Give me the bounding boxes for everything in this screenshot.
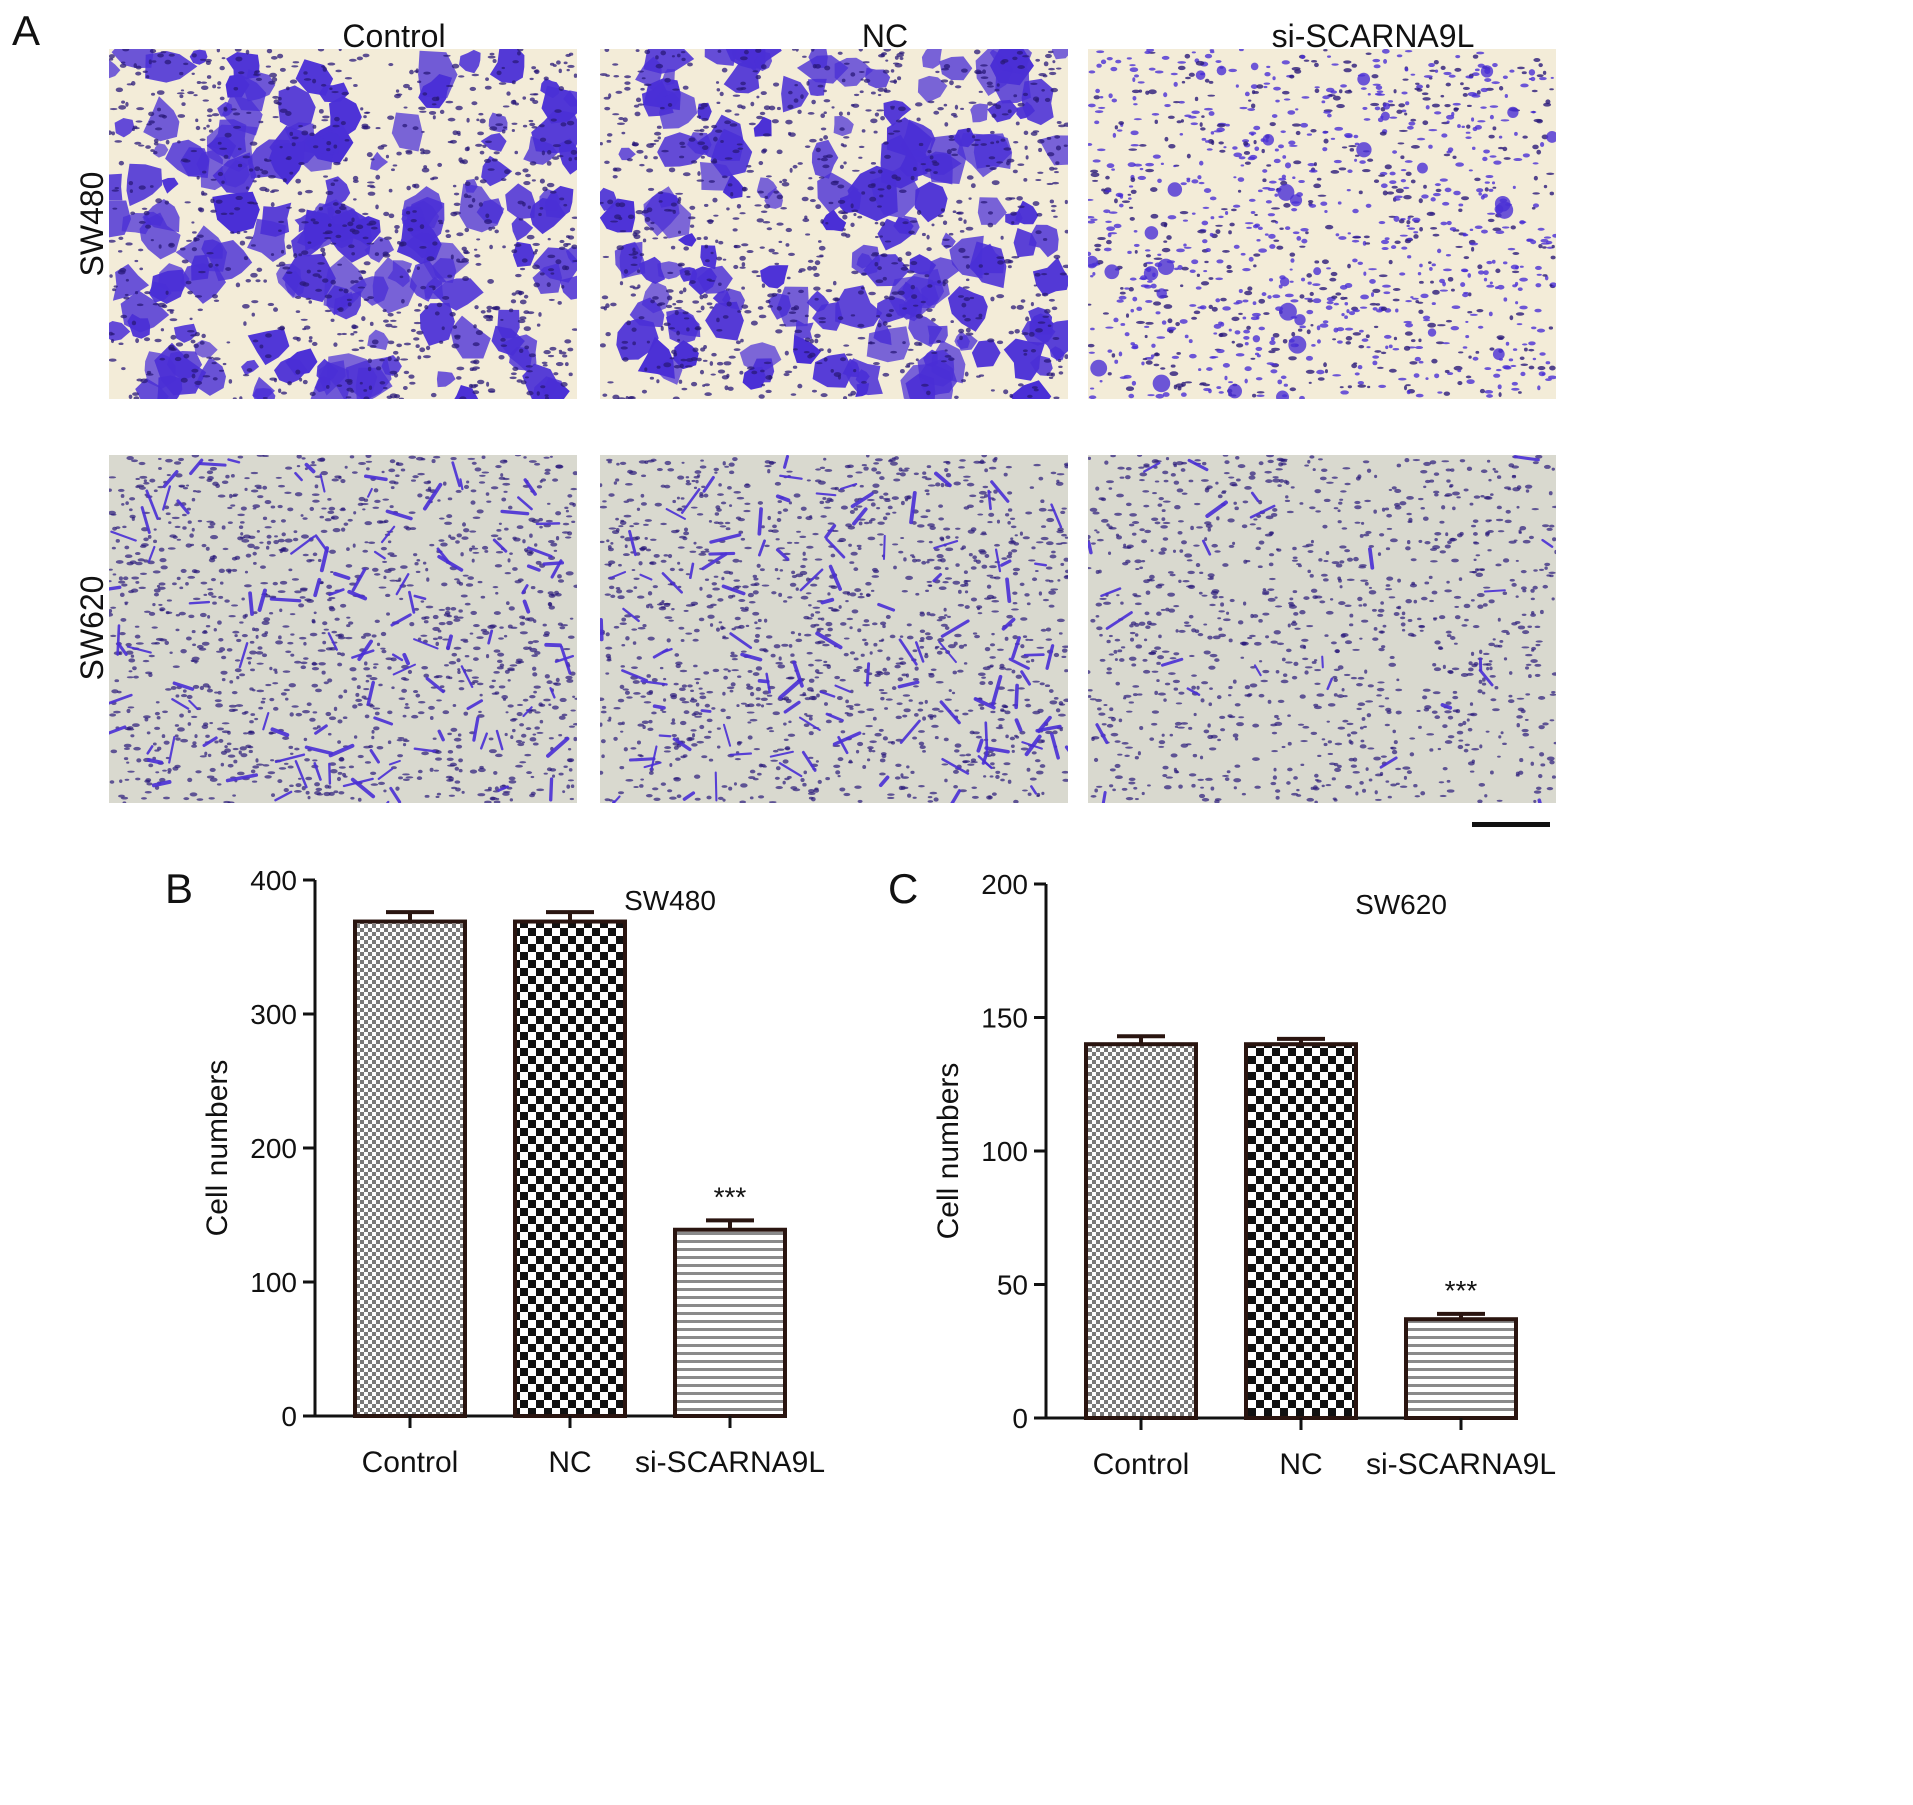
panel-letter-b: B	[165, 865, 194, 912]
panel-letter-c: C	[888, 865, 919, 912]
micrograph-sw620-si-scarna9l	[1088, 455, 1556, 803]
y-tick-label: 100	[250, 1267, 297, 1298]
micrograph-sw620-control	[109, 455, 577, 803]
panel-letter-a: A	[12, 7, 41, 54]
x-tick-label: NC	[548, 1446, 591, 1479]
micrograph-sw620-nc	[600, 455, 1068, 803]
bar-control	[353, 919, 467, 1418]
micrograph-sw480-control	[109, 49, 577, 399]
y-tick-label: 400	[250, 865, 297, 896]
x-tick-label: Control	[362, 1446, 459, 1479]
y-axis-label: Cell numbers	[201, 1060, 234, 1237]
micrograph-sw480-si-scarna9l	[1088, 49, 1556, 399]
bar-nc	[513, 919, 627, 1418]
chart-title: SW480	[624, 885, 716, 916]
scale-bar	[1472, 822, 1550, 827]
y-tick-label: 0	[281, 1401, 297, 1432]
bar-si-scarna9l	[673, 1227, 787, 1418]
micrograph-sw480-nc	[600, 49, 1068, 399]
y-tick-label: 200	[250, 1133, 297, 1164]
y-tick-label: 300	[250, 999, 297, 1030]
significance-label: ***	[714, 1181, 747, 1212]
column-label-control: Control	[342, 18, 446, 54]
column-label-nc: NC	[861, 18, 909, 54]
column-label-si-scarna9l: si-SCARNA9L	[1271, 18, 1475, 54]
x-tick-label: si-SCARNA9L	[635, 1446, 825, 1479]
